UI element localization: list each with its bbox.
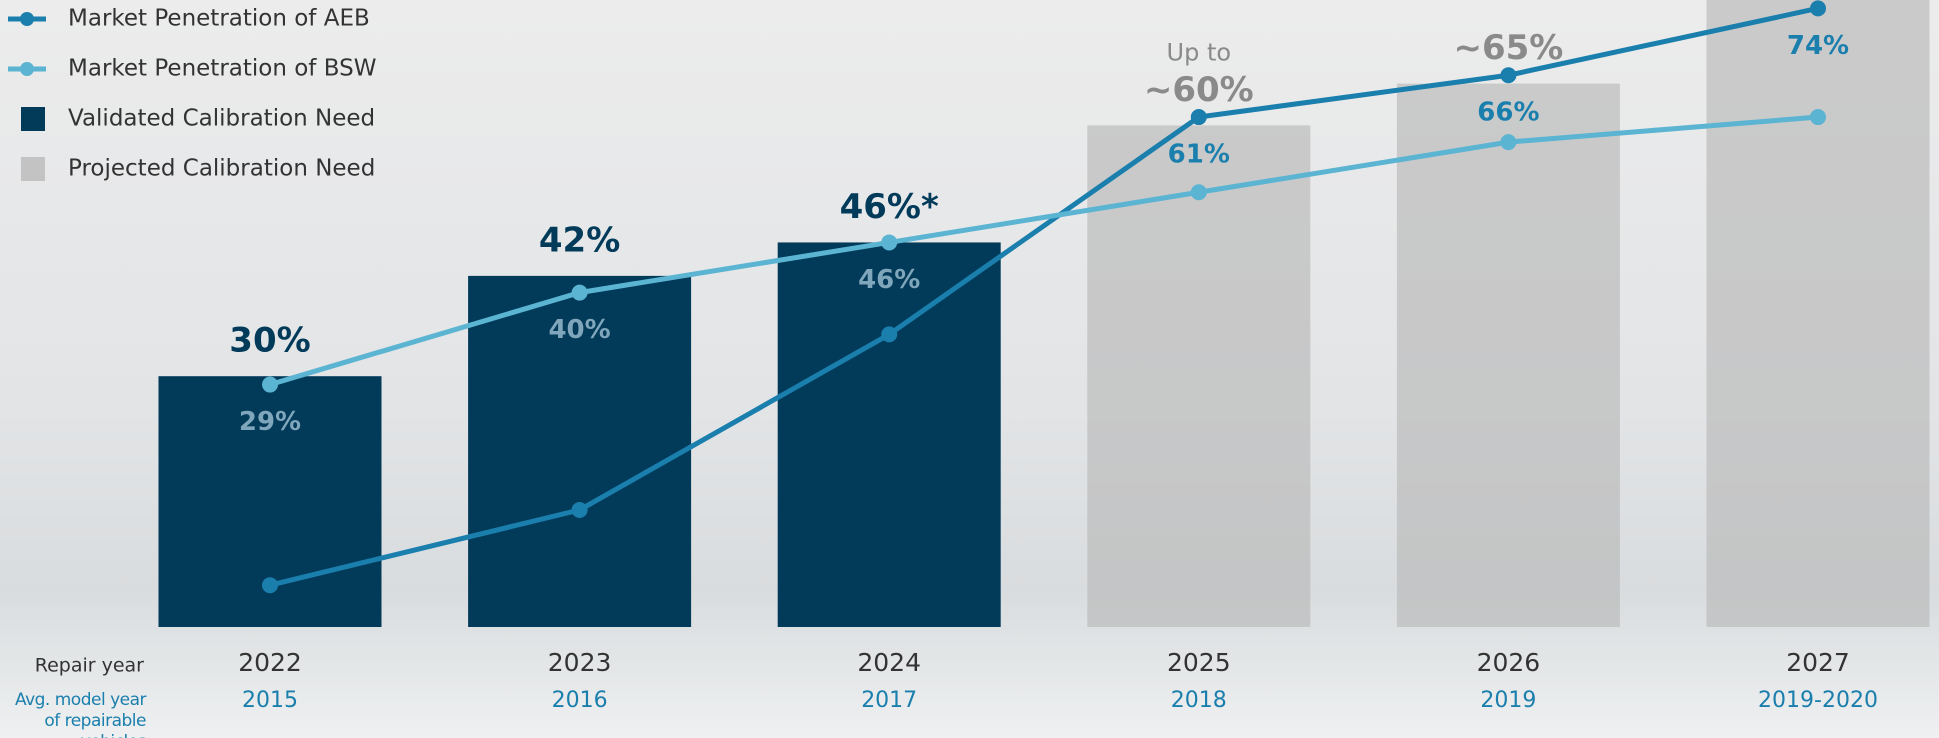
point (1810, 109, 1826, 126)
line-value-label: 29% (239, 407, 301, 437)
point (881, 234, 898, 251)
point (1500, 67, 1517, 84)
bar (1396, 83, 1620, 628)
legend-label: Market Penetration of BSW (68, 56, 376, 82)
bar (468, 275, 692, 627)
line-value-label: 61% (1168, 140, 1230, 170)
legend-swatch (21, 157, 45, 181)
x-tick-label: 2023 (548, 648, 612, 677)
legend-label: Market Penetration of AEB (68, 6, 370, 32)
bar (1087, 125, 1311, 628)
x2-tick-label: 2017 (861, 688, 917, 713)
x-tick-label: 2027 (1786, 648, 1850, 677)
x-tick-label: 2025 (1167, 648, 1231, 677)
x2-tick-label: 2015 (242, 688, 298, 713)
legend-marker (20, 62, 34, 76)
legend-swatch (21, 107, 45, 131)
x2-axis-label: Avg. model year of repairable vehicles (14, 690, 147, 738)
point (571, 284, 588, 301)
line (269, 114, 1819, 387)
line-value-label: 40% (548, 315, 610, 345)
x2-tick-label: 2018 (1171, 688, 1227, 713)
bar-value-label: 42% (539, 220, 620, 260)
x2-tick-label: 2019-2020 (1758, 688, 1878, 713)
point (571, 501, 588, 518)
x-tick-label: 2024 (857, 648, 921, 677)
x-tick-label: 2026 (1477, 648, 1541, 677)
bar-value-label: 30% (229, 321, 310, 361)
point (1190, 184, 1207, 201)
bar (1706, 0, 1930, 627)
point (1190, 109, 1207, 126)
point (262, 376, 278, 393)
bar-value-label: ~60% (1144, 70, 1254, 110)
x-tick-label: 2022 (238, 648, 302, 677)
line-value-label: 74% (1787, 31, 1849, 61)
point (881, 326, 898, 343)
x2-tick-label: 2019 (1480, 688, 1536, 713)
legend-label: Projected Calibration Need (68, 156, 375, 182)
x2-tick-label: 2016 (552, 688, 608, 713)
bar-value-label: 46%* (840, 187, 939, 227)
line-value-label: 66% (1477, 98, 1539, 128)
x-axis-label: Repair year (35, 655, 144, 677)
line-value-label: 46% (858, 265, 920, 295)
annotation: Up to (1167, 38, 1232, 66)
bar (777, 242, 1001, 627)
point (1500, 134, 1517, 151)
legend-marker (20, 12, 34, 26)
line (269, 5, 1819, 588)
point (1810, 0, 1826, 17)
bar-value-label: ~65% (1453, 28, 1563, 68)
point (262, 577, 278, 594)
legend-label: Validated Calibration Need (68, 106, 375, 132)
